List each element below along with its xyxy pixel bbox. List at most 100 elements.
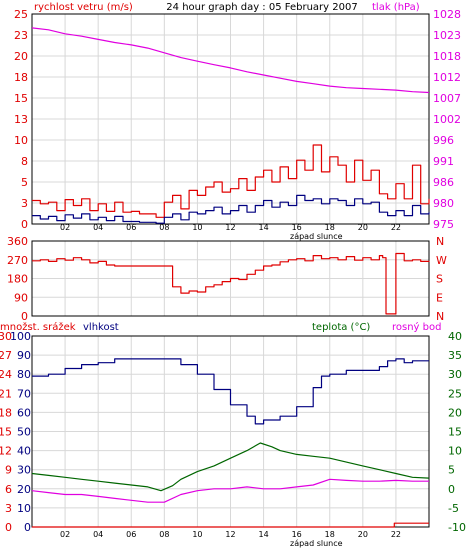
wind-y-tick-label: 13	[14, 113, 28, 126]
wind-y-ticks: 0 3 5 8 10 13 15 18 20 23 25	[14, 8, 28, 231]
temperature-y-tick-label: 15	[448, 426, 462, 439]
direction-plot-frame	[31, 240, 430, 317]
pressure-y-tick-label: 980	[433, 197, 454, 210]
compass-tick-label: E	[436, 291, 443, 304]
compass-tick-label: W	[436, 254, 447, 267]
pressure-y-tick-label: 991	[433, 155, 454, 168]
dewpoint-axis-title: rosný bod	[392, 321, 441, 333]
wind-y-tick-label: 0	[21, 218, 28, 231]
temperature-y-tick-label: 10	[448, 445, 462, 458]
direction-y-tick-label: 180	[7, 273, 28, 286]
x-tick-label: 12	[225, 530, 235, 539]
rain-y-tick-label: 6	[5, 483, 12, 496]
direction-y-ticks: 0 90 180 270 360	[7, 235, 28, 323]
x-tick-label: 22	[391, 223, 401, 232]
temperature-y-tick-label: 25	[448, 387, 462, 400]
rain-y-tick-label: 3	[5, 502, 12, 515]
humidity-y-tick-label: 50	[17, 426, 31, 439]
wind-y-tick-label: 8	[21, 155, 28, 168]
rain-y-tick-label: 9	[5, 464, 12, 477]
x-tick-label: 14	[258, 530, 268, 539]
humidity-y-tick-label: 20	[17, 483, 31, 496]
pressure-line	[31, 27, 430, 94]
x-tick-label: 02	[60, 530, 70, 539]
wind-y-tick-label: 15	[14, 92, 28, 105]
direction-y-tick-label: 0	[21, 310, 28, 323]
rain-y-tick-label: 24	[0, 368, 12, 381]
x-tick-label: 22	[391, 530, 401, 539]
humidity-axis-title: vlhkost	[83, 322, 119, 333]
direction-y-tick-label: 360	[7, 235, 28, 248]
x-tick-label: 16	[292, 223, 302, 232]
wind-pressure-series	[31, 27, 430, 224]
direction-line	[32, 252, 430, 315]
humidity-y-tick-label: 70	[17, 387, 31, 400]
pressure-y-tick-label: 996	[433, 134, 454, 147]
wind-y-tick-label: 3	[21, 197, 28, 210]
x-ticks-bottom: 02 04 06 08 10 12 14 16 18 20 22	[60, 530, 401, 539]
temperature-axis-title: teplota (°C)	[312, 322, 370, 333]
x-tick-label: 10	[192, 530, 202, 539]
pressure-y-tick-label: 1002	[433, 113, 461, 126]
wind-y-tick-label: 23	[14, 29, 28, 42]
gust-line	[32, 144, 430, 218]
humidity-y-tick-label: 60	[17, 406, 31, 419]
wind-axis-title: rychlost vetru (m/s)	[34, 2, 133, 13]
rain-y-tick-label: 15	[0, 426, 12, 439]
direction-y-tick-label: 270	[7, 254, 28, 267]
x-tick-label: 06	[126, 223, 136, 232]
pressure-y-tick-label: 1018	[433, 50, 461, 63]
x-tick-label: 10	[192, 223, 202, 232]
pressure-y-tick-label: 1007	[433, 92, 461, 105]
humidity-y-tick-label: 40	[17, 445, 31, 458]
humidity-y-tick-label: 10	[17, 502, 31, 515]
compass-tick-label: N	[436, 235, 444, 248]
compass-tick-label: S	[436, 273, 443, 286]
temperature-line	[31, 442, 430, 492]
x-tick-label: 02	[60, 223, 70, 232]
humidity-line	[32, 358, 429, 425]
temperature-y-tick-label: 0	[448, 483, 455, 496]
temperature-y-tick-label: -10	[448, 521, 466, 534]
x-tick-label: 18	[325, 223, 335, 232]
rain-y-tick-label: 21	[0, 387, 12, 400]
rain-line	[32, 522, 429, 528]
rain-y-tick-label: 0	[5, 521, 12, 534]
rain-y-ticks: 0 3 6 9 12 15 18 21 24 27 30	[0, 330, 12, 534]
x-tick-label: 18	[325, 530, 335, 539]
pressure-axis-title: tlak (hPa)	[372, 2, 420, 13]
x-tick-label: 04	[93, 223, 103, 232]
x-tick-label: 06	[126, 530, 136, 539]
wind-average-line	[32, 194, 430, 224]
chart-title: 24 hour graph day : 05 February 2007	[166, 2, 357, 13]
rain-y-tick-label: 30	[0, 330, 12, 343]
wind-pressure-plot-frame	[31, 13, 430, 225]
humidity-y-tick-label: 80	[17, 368, 31, 381]
dewpoint-line	[31, 478, 429, 503]
x-tick-label: 20	[358, 530, 368, 539]
wind-y-tick-label: 20	[14, 50, 28, 63]
humidity-y-ticks: 0 10 20 30 40 50 60 70 80 90 100	[10, 330, 31, 534]
humidity-temp-grid	[32, 336, 429, 527]
direction-series	[32, 252, 430, 315]
temperature-y-ticks: -10 -5 0 5 10 15 20 25 30 35 40	[448, 330, 466, 534]
sunset-label-top: západ slunce	[290, 232, 343, 241]
temperature-y-tick-label: 5	[448, 464, 455, 477]
temperature-y-tick-label: -5	[448, 502, 459, 515]
rain-y-tick-label: 27	[0, 349, 12, 362]
pressure-y-tick-label: 986	[433, 176, 454, 189]
rain-y-tick-label: 12	[0, 445, 12, 458]
x-tick-label: 12	[225, 223, 235, 232]
humidity-temp-series	[31, 358, 430, 528]
x-tick-label: 08	[159, 530, 169, 539]
x-tick-label: 04	[93, 530, 103, 539]
pressure-y-tick-label: 1028	[433, 8, 461, 21]
rain-axis-title: množst. srážek	[0, 321, 76, 333]
humidity-y-tick-label: 100	[10, 330, 31, 343]
temperature-y-tick-label: 30	[448, 368, 462, 381]
humidity-y-tick-label: 90	[17, 349, 31, 362]
pressure-y-tick-label: 975	[433, 218, 454, 231]
pressure-y-tick-label: 1023	[433, 29, 461, 42]
